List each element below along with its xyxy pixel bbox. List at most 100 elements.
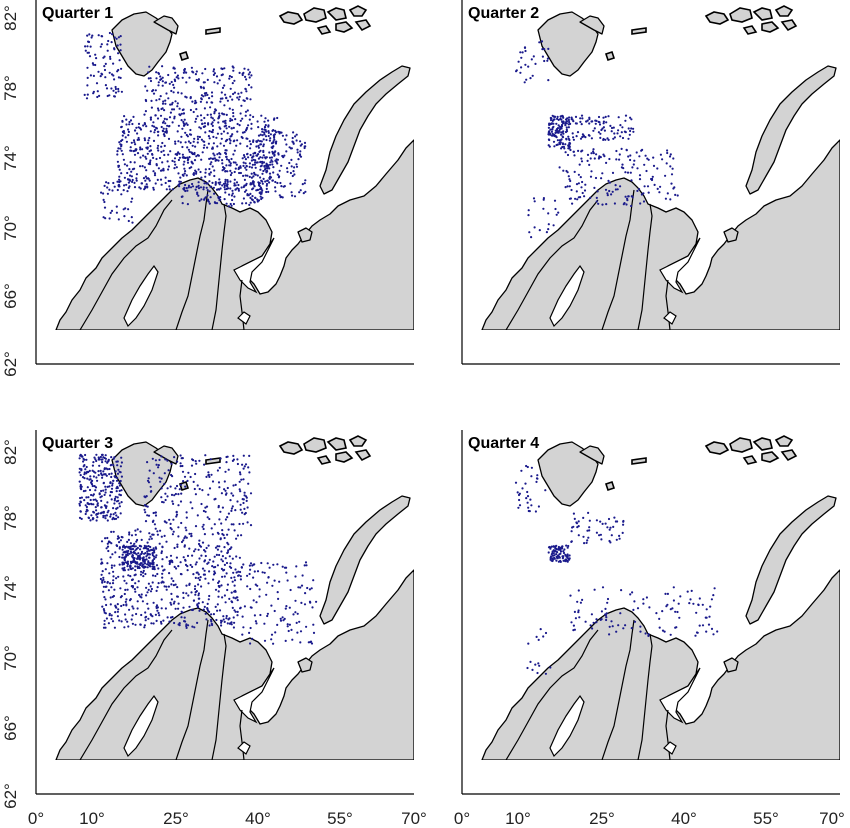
- observation-point: [104, 517, 107, 520]
- y-tick-label: 66°: [1, 283, 20, 309]
- observation-point: [117, 147, 120, 150]
- observation-point: [132, 607, 135, 610]
- observation-point: [196, 135, 199, 138]
- observation-point: [139, 146, 142, 149]
- observation-point: [85, 496, 88, 499]
- observation-point: [143, 624, 146, 627]
- observation-point: [194, 472, 197, 476]
- observation-point: [148, 549, 151, 552]
- observation-point: [193, 102, 197, 105]
- observation-point: [242, 467, 245, 470]
- observation-point: [114, 604, 117, 607]
- observation-point: [285, 605, 288, 608]
- observation-point: [190, 160, 193, 163]
- observation-point: [572, 136, 575, 139]
- observation-point: [553, 554, 556, 557]
- observation-point: [609, 541, 612, 544]
- observation-point: [625, 148, 628, 151]
- observation-point: [577, 589, 580, 592]
- observation-point: [659, 185, 662, 188]
- observation-point: [270, 142, 274, 145]
- observation-point: [581, 598, 584, 601]
- observation-point: [181, 127, 184, 130]
- observation-point: [560, 126, 563, 129]
- observation-point: [125, 123, 128, 126]
- observation-point: [560, 546, 563, 549]
- observation-point: [193, 487, 196, 491]
- observation-point: [169, 111, 172, 114]
- observation-point: [144, 155, 147, 158]
- observation-point: [118, 141, 121, 144]
- observation-point: [621, 163, 624, 166]
- observation-point: [315, 600, 318, 603]
- observation-point: [151, 581, 154, 584]
- observation-point: [90, 480, 93, 483]
- observation-point: [128, 608, 131, 611]
- observation-point: [707, 623, 711, 626]
- observation-point: [178, 182, 181, 185]
- observation-point: [181, 108, 184, 112]
- observation-point: [110, 87, 113, 90]
- observation-point: [574, 115, 578, 118]
- observation-point: [182, 556, 185, 559]
- observation-point: [201, 122, 204, 125]
- observation-point: [197, 181, 200, 184]
- observation-point: [553, 199, 557, 202]
- observation-point: [103, 609, 106, 612]
- observation-point: [627, 195, 630, 198]
- observation-point: [249, 568, 252, 571]
- observation-point: [231, 189, 234, 192]
- observation-point: [92, 503, 95, 506]
- observation-point: [85, 458, 88, 461]
- observation-point: [611, 171, 615, 174]
- observation-point: [199, 114, 203, 117]
- observation-point: [119, 465, 122, 468]
- observation-point: [255, 189, 258, 192]
- observation-point: [119, 35, 122, 38]
- observation-point: [167, 585, 170, 588]
- observation-point: [264, 117, 267, 120]
- observation-point: [527, 209, 530, 212]
- observation-point: [240, 534, 243, 537]
- observation-point: [142, 569, 145, 572]
- observation-point: [679, 595, 682, 598]
- observation-point: [285, 143, 288, 146]
- observation-point: [239, 503, 242, 506]
- observation-point: [612, 137, 615, 140]
- observation-point: [225, 461, 228, 464]
- observation-point: [229, 119, 232, 122]
- observation-point: [174, 140, 177, 143]
- observation-point: [101, 605, 104, 608]
- observation-point: [148, 469, 151, 472]
- observation-point: [257, 146, 260, 149]
- observation-point: [112, 464, 115, 467]
- observation-point: [138, 186, 141, 189]
- observation-point: [526, 490, 529, 494]
- observation-point: [587, 511, 590, 514]
- observation-point: [211, 565, 214, 568]
- observation-point: [246, 145, 249, 148]
- observation-point: [107, 182, 110, 185]
- observation-point: [208, 137, 211, 140]
- observation-point: [280, 164, 283, 167]
- observation-point: [618, 153, 621, 156]
- observation-point: [519, 51, 522, 54]
- observation-point: [286, 625, 289, 628]
- observation-point: [646, 185, 650, 188]
- observation-point: [115, 606, 118, 609]
- observation-point: [239, 171, 242, 175]
- observation-point: [102, 470, 105, 473]
- observation-point: [221, 555, 224, 558]
- observation-point: [83, 458, 86, 461]
- observation-point: [233, 178, 236, 181]
- observation-point: [100, 191, 103, 194]
- observation-point: [260, 179, 263, 182]
- observation-point: [211, 131, 214, 134]
- observation-point: [198, 126, 201, 129]
- observation-point: [157, 464, 160, 467]
- observation-point: [211, 128, 215, 132]
- observation-point: [280, 131, 283, 134]
- observation-point: [246, 506, 249, 509]
- observation-point: [173, 600, 176, 603]
- observation-point: [202, 140, 205, 143]
